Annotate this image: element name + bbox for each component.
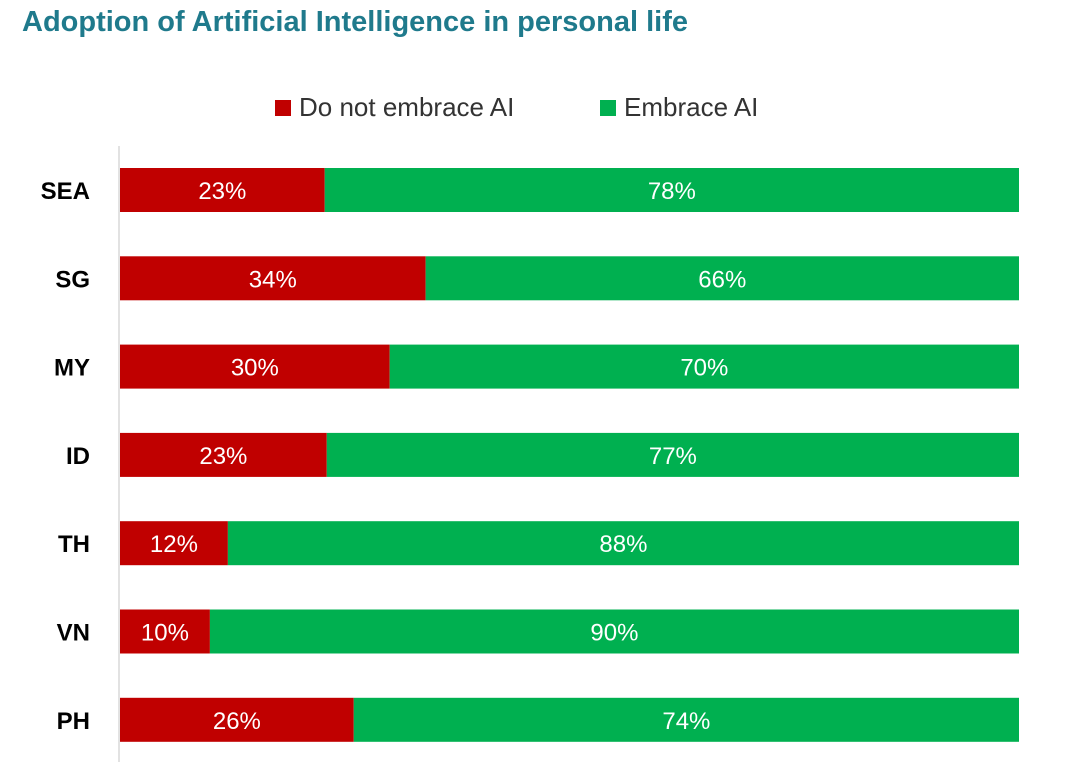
bar-embrace: [209, 609, 1019, 654]
legend-label-embrace: Embrace AI: [624, 92, 759, 122]
data-label: 77%: [649, 443, 697, 470]
data-label: 88%: [599, 531, 647, 558]
data-label: 34%: [249, 266, 297, 293]
category-label: TH: [58, 531, 90, 558]
data-label: 10%: [141, 620, 189, 647]
category-label: MY: [54, 355, 90, 382]
category-label: PH: [57, 708, 90, 735]
bar-embrace: [425, 256, 1019, 301]
chart-legend: Do not embrace AI Embrace AI: [0, 92, 1080, 128]
bar-embrace: [324, 168, 1019, 212]
data-label: 12%: [150, 531, 198, 558]
bar-do-not-embrace: [120, 256, 426, 301]
legend-label-do-not-embrace: Do not embrace AI: [299, 92, 515, 122]
category-label: ID: [66, 443, 90, 470]
data-label: 78%: [648, 178, 696, 205]
bar-do-not-embrace: [120, 344, 390, 389]
bar-do-not-embrace: [120, 168, 325, 212]
bar-embrace: [389, 344, 1019, 389]
category-label: SG: [55, 266, 90, 293]
bar-embrace: [326, 432, 1019, 477]
data-label: 30%: [231, 355, 279, 382]
category-label: SEA: [41, 178, 90, 205]
bar-do-not-embrace: [120, 521, 228, 566]
data-label: 23%: [199, 443, 247, 470]
data-label: 90%: [590, 620, 638, 647]
legend-swatch-red: [275, 99, 291, 116]
bar-embrace: [353, 697, 1019, 742]
data-label: 23%: [198, 178, 246, 205]
data-label: 70%: [680, 355, 728, 382]
data-label: 74%: [662, 708, 710, 735]
legend-swatch-green: [600, 99, 616, 116]
chart-title: Adoption of Artificial Intelligence in p…: [22, 6, 688, 38]
legend-item-do-not-embrace: Do not embrace AI: [275, 92, 514, 123]
bar-do-not-embrace: [120, 432, 327, 477]
bar-do-not-embrace: [120, 609, 210, 654]
bar-do-not-embrace: [120, 697, 354, 742]
legend-item-embrace: Embrace AI: [600, 92, 758, 123]
data-label: 66%: [698, 266, 746, 293]
data-label: 26%: [213, 708, 261, 735]
category-label: VN: [57, 620, 90, 647]
bar-embrace: [227, 521, 1019, 566]
